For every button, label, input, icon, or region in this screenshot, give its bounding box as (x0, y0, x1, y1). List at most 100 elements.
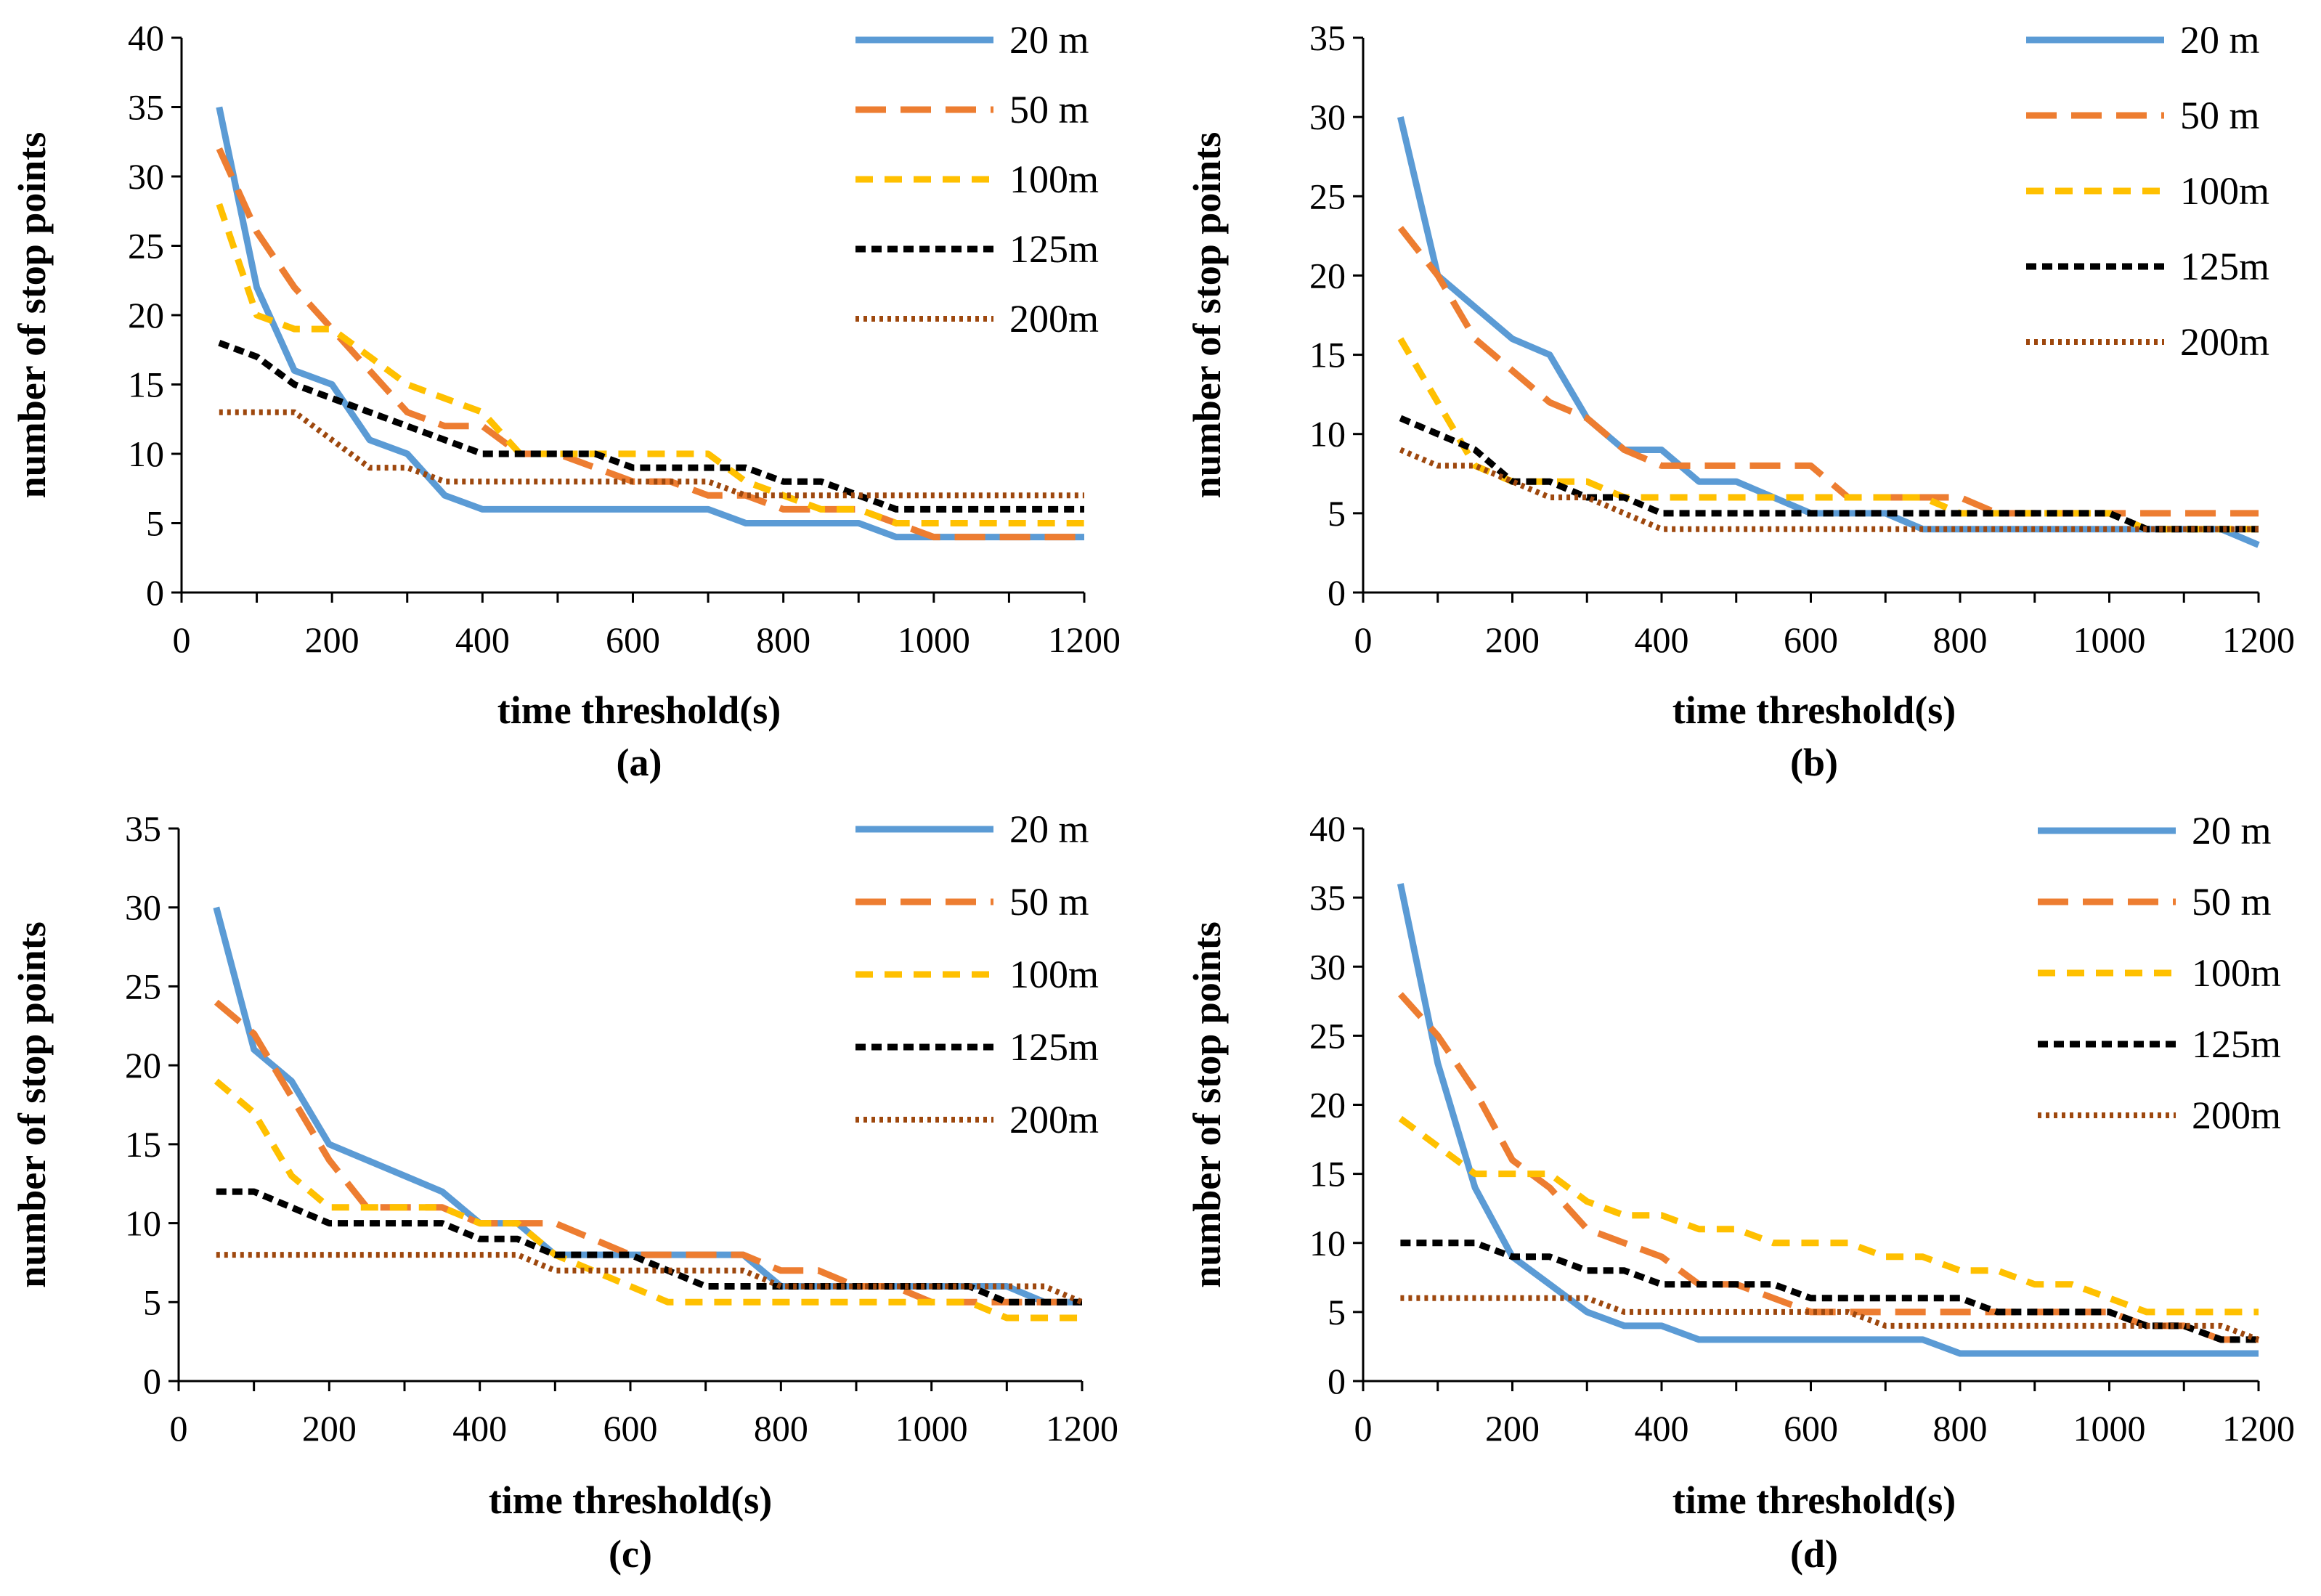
series-line-125m (218, 339, 1084, 513)
x-tick-label: 600 (1784, 619, 1838, 660)
legend-label: 200m (2192, 1094, 2281, 1137)
legend-label: 200m (1009, 297, 1099, 341)
series-line-20m (213, 906, 1082, 1306)
y-tick-label: 15 (125, 1124, 161, 1165)
y-tick-label: 10 (1309, 414, 1346, 455)
x-tick-label: 400 (1635, 1408, 1689, 1449)
y-tick-label: 0 (146, 572, 164, 613)
series-line-100m (1397, 337, 2259, 533)
y-tick-label: 20 (1309, 1085, 1346, 1125)
panel-label: (c) (609, 1532, 652, 1576)
x-tick-label: 400 (1635, 619, 1689, 660)
series-line-125m (1400, 1239, 2259, 1343)
y-axis-title: number of stop points (10, 132, 54, 499)
legend-label: 200m (1009, 1098, 1099, 1141)
y-tick-label: 25 (125, 966, 161, 1006)
y-tick-label: 35 (128, 87, 164, 128)
legend-label: 100m (2192, 951, 2281, 995)
legend-label: 50 m (1009, 880, 1089, 924)
x-tick-label: 1200 (1048, 619, 1121, 660)
x-axis-title: time threshold(s) (1672, 1478, 1956, 1522)
legend-label: 100m (1009, 953, 1099, 996)
y-tick-label: 0 (1328, 1361, 1346, 1401)
y-tick-label: 5 (146, 503, 164, 544)
y-tick-label: 5 (1328, 493, 1346, 534)
y-tick-label: 15 (1309, 335, 1346, 375)
x-tick-label: 400 (455, 619, 510, 660)
y-tick-label: 20 (1309, 255, 1346, 296)
y-tick-label: 25 (128, 226, 164, 266)
y-tick-label: 35 (125, 808, 161, 849)
x-tick-label: 200 (1485, 619, 1540, 660)
y-axis-title: number of stop points (1185, 132, 1229, 499)
x-tick-label: 1000 (898, 619, 970, 660)
x-tick-label: 800 (756, 619, 810, 660)
y-axis-title: number of stop points (10, 921, 54, 1288)
x-tick-label: 800 (1933, 1408, 1988, 1449)
series-line-50m (1398, 992, 2259, 1343)
legend-label: 100m (2180, 169, 2269, 213)
series-line-125m (1399, 415, 2259, 533)
x-axis-title: time threshold(s) (1672, 688, 1956, 732)
y-tick-label: 5 (1328, 1292, 1346, 1332)
series-line-200m (1399, 447, 2259, 532)
legend-label: 125m (1009, 1025, 1099, 1069)
legend-label: 100m (1009, 158, 1099, 201)
legend-label: 20 m (2180, 18, 2260, 62)
x-tick-label: 1000 (895, 1408, 968, 1449)
y-tick-label: 30 (125, 887, 161, 928)
x-axis-title: time threshold(s) (489, 1478, 772, 1522)
x-tick-label: 1200 (2222, 1408, 2295, 1449)
legend: 20 m 50 m 100m 125m 200m (855, 18, 1099, 341)
y-tick-label: 30 (128, 156, 164, 197)
y-tick-label: 35 (1309, 877, 1346, 918)
y-tick-label: 25 (1309, 1015, 1346, 1056)
x-tick-label: 200 (305, 619, 359, 660)
x-tick-label: 600 (606, 619, 660, 660)
legend-label: 50 m (1009, 88, 1089, 131)
y-tick-label: 20 (128, 295, 164, 335)
legend-label: 20 m (1009, 807, 1089, 851)
legend-label: 50 m (2180, 94, 2260, 137)
x-tick-label: 800 (1933, 619, 1988, 660)
series-line-200m (1400, 1295, 2260, 1343)
series-line-50m (216, 147, 1084, 541)
x-tick-label: 800 (754, 1408, 808, 1449)
series-line-200m (216, 1252, 1084, 1305)
series-line-20m (216, 106, 1084, 541)
x-tick-label: 400 (452, 1408, 507, 1449)
panel-b: 0 5 10 15 20 25 30 35 0 200 400 600 800 1000 1200 time … (1185, 17, 2295, 784)
y-tick-label: 40 (128, 17, 164, 58)
x-tick-label: 0 (173, 619, 191, 660)
x-tick-label: 0 (1354, 619, 1373, 660)
y-tick-label: 10 (125, 1203, 161, 1244)
legend-label: 20 m (1009, 18, 1089, 62)
y-tick-label: 5 (143, 1282, 161, 1322)
series-line-50m (214, 999, 1082, 1306)
panel-label: (b) (1790, 741, 1838, 784)
x-tick-label: 600 (603, 1408, 658, 1449)
x-tick-label: 1200 (2222, 619, 2295, 660)
y-tick-label: 10 (1309, 1223, 1346, 1263)
legend: 20 m 50 m 100m 125m 200m (855, 807, 1099, 1141)
y-tick-label: 40 (1309, 808, 1346, 849)
y-tick-label: 0 (143, 1361, 161, 1401)
x-tick-label: 0 (1354, 1408, 1373, 1449)
x-tick-label: 200 (1485, 1408, 1540, 1449)
legend: 20 m 50 m 100m 125m 200m (2026, 18, 2269, 364)
y-tick-label: 35 (1309, 17, 1346, 58)
legend-label: 125m (1009, 227, 1099, 271)
y-tick-label: 15 (1309, 1154, 1346, 1194)
legend: 20 m 50 m 100m 125m 200m (2038, 809, 2281, 1137)
x-tick-label: 0 (170, 1408, 188, 1449)
y-tick-label: 25 (1309, 176, 1346, 216)
panel-label: (d) (1790, 1532, 1838, 1576)
series-line-100m (216, 203, 1084, 526)
series-line-20m (1397, 883, 2259, 1357)
y-tick-label: 15 (128, 365, 164, 405)
legend-label: 50 m (2192, 880, 2272, 924)
y-tick-label: 20 (125, 1045, 161, 1086)
x-tick-label: 600 (1784, 1408, 1838, 1449)
